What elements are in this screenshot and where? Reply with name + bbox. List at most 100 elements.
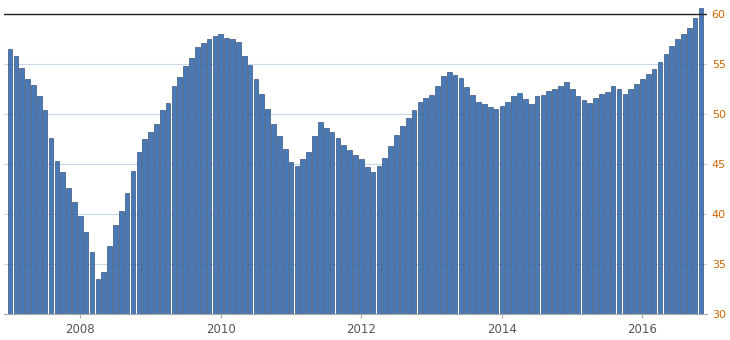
Bar [172, 86, 177, 340]
Bar [301, 159, 305, 340]
Bar [534, 96, 539, 340]
Bar [523, 99, 528, 340]
Bar [511, 96, 516, 340]
Bar [447, 72, 452, 340]
Bar [101, 272, 106, 340]
Bar [295, 166, 299, 340]
Bar [505, 102, 510, 340]
Bar [230, 39, 235, 340]
Bar [259, 94, 264, 340]
Bar [201, 43, 206, 340]
Bar [611, 86, 615, 340]
Bar [394, 135, 399, 340]
Bar [49, 138, 53, 340]
Bar [342, 145, 346, 340]
Bar [137, 152, 141, 340]
Bar [289, 162, 293, 340]
Bar [441, 76, 446, 340]
Bar [236, 42, 241, 340]
Bar [664, 54, 668, 340]
Bar [90, 252, 94, 340]
Bar [482, 104, 487, 340]
Bar [546, 91, 551, 340]
Bar [634, 84, 639, 340]
Bar [499, 106, 504, 340]
Bar [160, 110, 164, 340]
Bar [540, 95, 545, 340]
Bar [154, 124, 158, 340]
Bar [207, 39, 212, 340]
Bar [148, 132, 153, 340]
Bar [453, 75, 458, 340]
Bar [253, 79, 258, 340]
Bar [84, 232, 88, 340]
Bar [330, 132, 334, 340]
Bar [605, 92, 610, 340]
Bar [464, 87, 469, 340]
Bar [652, 69, 656, 340]
Bar [400, 126, 404, 340]
Bar [312, 136, 317, 340]
Bar [476, 102, 481, 340]
Bar [412, 110, 416, 340]
Bar [113, 225, 118, 340]
Bar [183, 66, 188, 340]
Bar [693, 18, 697, 340]
Bar [336, 138, 340, 340]
Bar [377, 166, 381, 340]
Bar [189, 58, 194, 340]
Bar [61, 172, 65, 340]
Bar [458, 78, 464, 340]
Bar [623, 94, 627, 340]
Bar [517, 93, 522, 340]
Bar [675, 39, 680, 340]
Bar [283, 149, 288, 340]
Bar [629, 89, 633, 340]
Bar [224, 38, 229, 340]
Bar [687, 28, 691, 340]
Bar [353, 155, 358, 340]
Bar [593, 98, 598, 340]
Bar [26, 79, 30, 340]
Bar [388, 146, 393, 340]
Bar [72, 202, 77, 340]
Bar [699, 8, 703, 340]
Bar [247, 65, 253, 340]
Bar [166, 103, 171, 340]
Bar [271, 124, 276, 340]
Bar [195, 47, 200, 340]
Bar [383, 158, 387, 340]
Bar [177, 77, 182, 340]
Bar [529, 104, 534, 340]
Bar [265, 109, 270, 340]
Bar [365, 167, 369, 340]
Bar [640, 79, 645, 340]
Bar [470, 95, 475, 340]
Bar [78, 216, 82, 340]
Bar [66, 188, 71, 340]
Bar [658, 62, 662, 340]
Bar [347, 150, 352, 340]
Bar [96, 279, 100, 340]
Bar [277, 136, 282, 340]
Bar [681, 34, 685, 340]
Bar [131, 171, 135, 340]
Bar [242, 56, 247, 340]
Bar [324, 128, 328, 340]
Bar [20, 68, 24, 340]
Bar [429, 95, 434, 340]
Bar [418, 102, 422, 340]
Bar [107, 246, 112, 340]
Bar [212, 36, 218, 340]
Bar [55, 161, 59, 340]
Bar [423, 98, 428, 340]
Bar [576, 96, 580, 340]
Bar [646, 74, 650, 340]
Bar [359, 159, 364, 340]
Bar [307, 152, 311, 340]
Bar [8, 49, 12, 340]
Bar [218, 34, 223, 340]
Bar [142, 139, 147, 340]
Bar [558, 86, 563, 340]
Bar [617, 89, 621, 340]
